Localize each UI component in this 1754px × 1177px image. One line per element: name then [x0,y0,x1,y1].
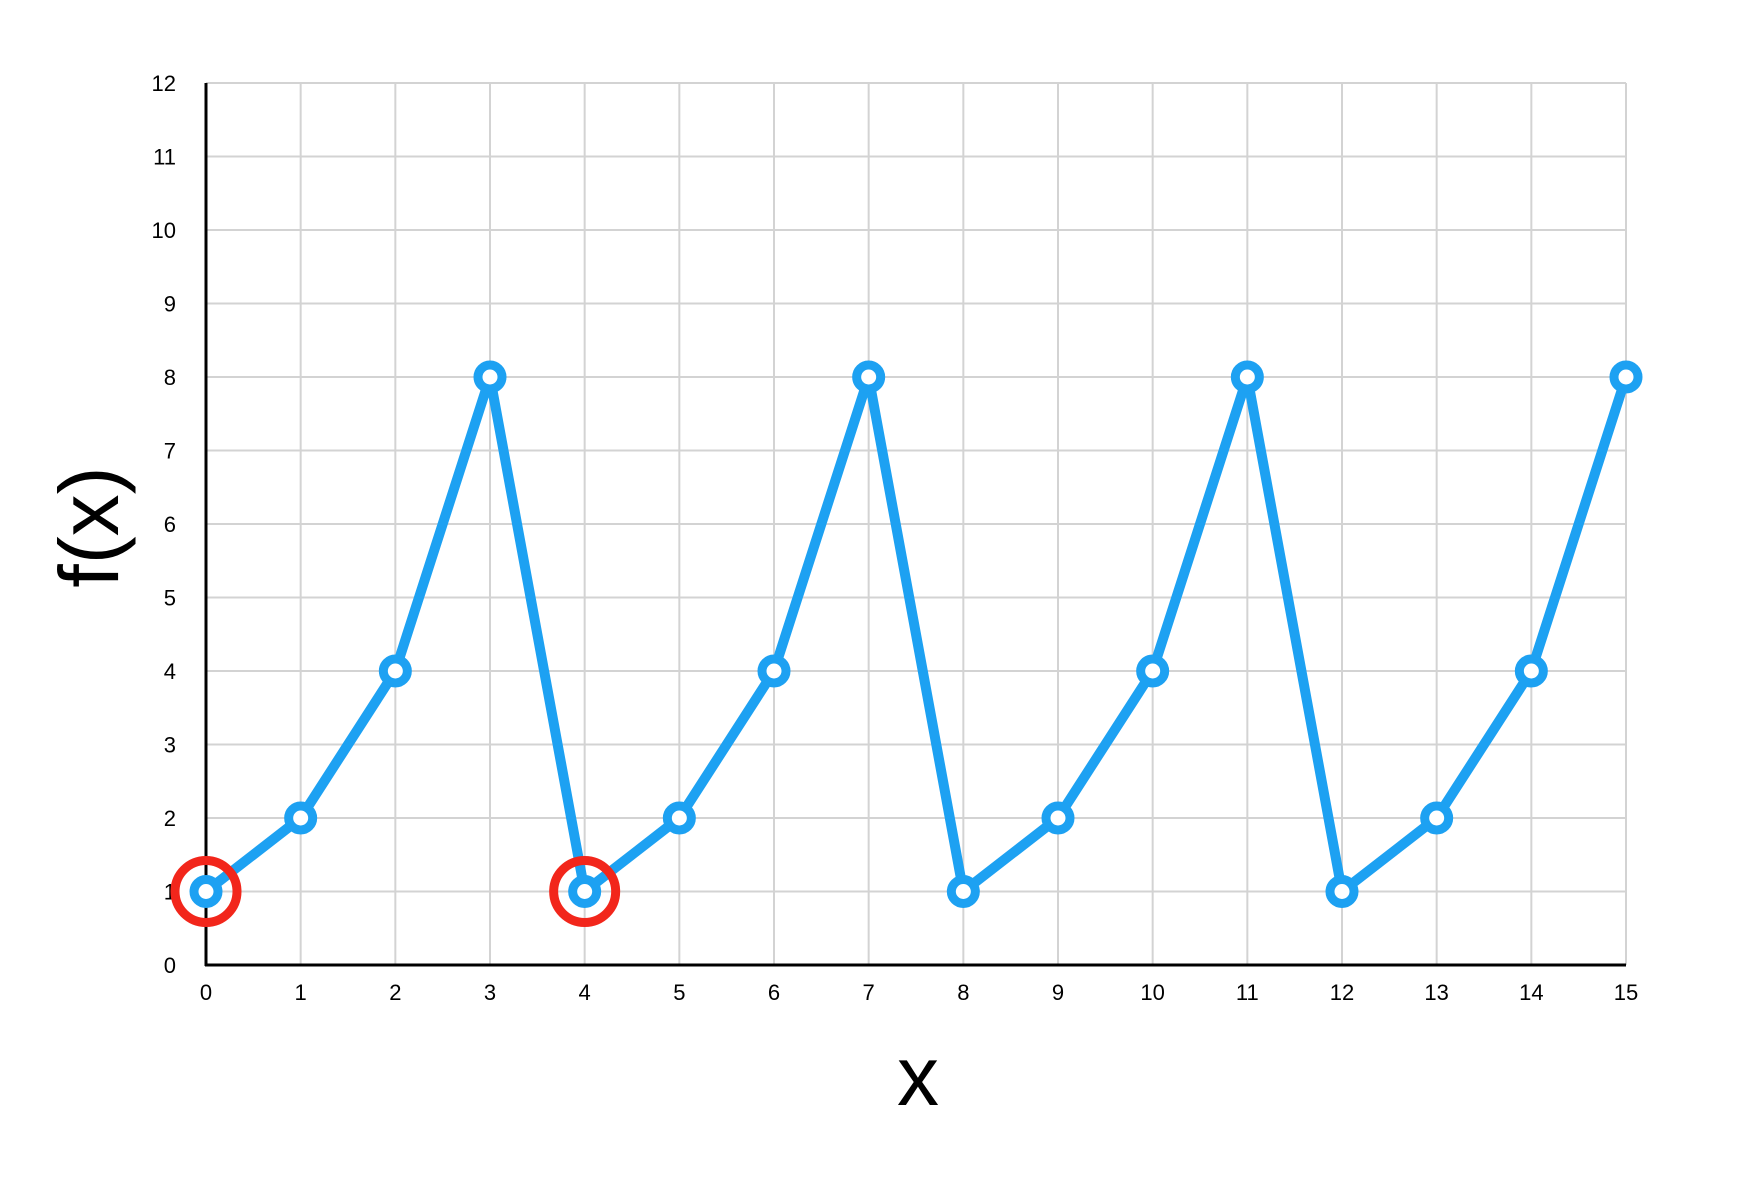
x-tick-label: 11 [1236,980,1259,1005]
data-point [946,875,980,908]
data-point [1325,875,1359,908]
y-tick-label: 7 [164,439,176,464]
x-tick-label: 15 [1614,980,1638,1005]
data-point [1230,360,1264,394]
x-tick-label: 3 [484,980,496,1005]
axes [204,83,1626,967]
data-point [378,654,412,688]
series-line [201,372,1631,897]
x-tick-label: 10 [1140,980,1164,1005]
data-point [1420,801,1454,835]
y-tick-label: 10 [152,218,176,243]
highlight-circle [170,856,242,927]
data-point [1041,801,1075,835]
data-point [757,654,791,688]
data-point [473,360,507,394]
data-point [662,801,696,835]
data-point [852,360,886,394]
y-tick-label: 8 [164,365,176,390]
y-tick-label: 6 [164,512,176,537]
y-tick-label: 11 [153,145,176,170]
y-axis-title: f(x) [42,466,136,587]
data-point [568,875,602,908]
x-tick-label: 4 [579,980,591,1005]
x-tick-label: 14 [1519,980,1543,1005]
x-axis-title: x [897,1029,939,1123]
x-tick-label: 6 [768,980,780,1005]
highlight-circle [549,856,621,927]
x-tick-label: 2 [389,980,401,1005]
y-tick-label: 9 [164,292,176,317]
y-tick-label: 5 [164,586,176,611]
y-tick-label: 2 [164,806,176,831]
x-tick-label: 12 [1330,980,1354,1005]
highlight-circles [170,856,621,927]
data-point [284,801,318,835]
series-line-group [201,372,1631,897]
data-point [1609,360,1643,394]
x-tick-label: 0 [200,980,212,1005]
data-point [1514,654,1548,688]
y-tick-label: 12 [152,71,176,96]
x-tick-label: 1 [295,980,307,1005]
y-tick-label: 0 [164,953,176,978]
data-point [1136,654,1170,688]
x-tick-label: 9 [1052,980,1064,1005]
x-tick-label: 5 [673,980,685,1005]
y-tick-label: 3 [164,733,176,758]
x-tick-label: 7 [863,980,875,1005]
y-tick-label: 4 [164,659,176,684]
data-point [189,875,223,908]
data-points [189,360,1643,908]
x-tick-label: 8 [957,980,969,1005]
x-tick-label: 13 [1424,980,1448,1005]
